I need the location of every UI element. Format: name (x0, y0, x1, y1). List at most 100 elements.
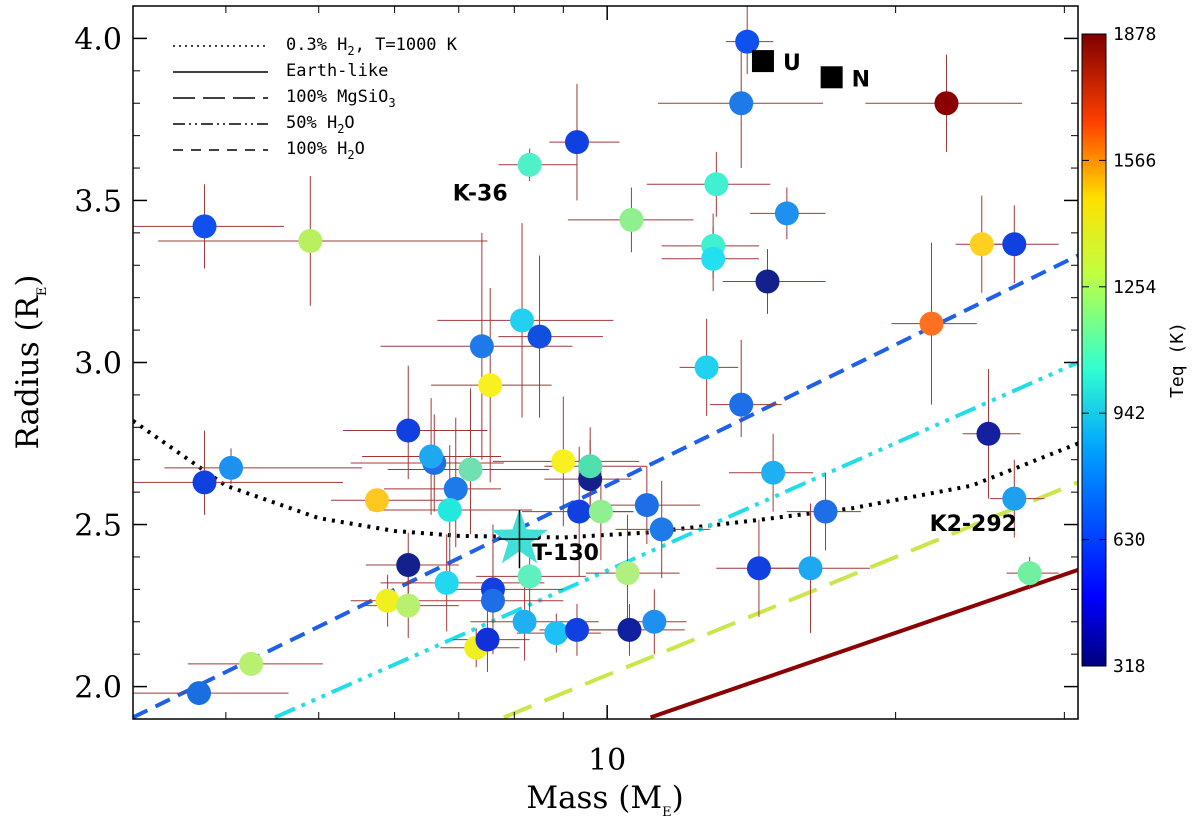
data-point (1017, 561, 1042, 586)
error-bars (133, 6, 1059, 694)
data-point (615, 561, 640, 586)
data-point (704, 172, 729, 197)
model-curve-4 (133, 253, 1078, 719)
model-curve-2 (503, 480, 1078, 719)
planet-label: N (852, 67, 870, 92)
data-point (735, 29, 760, 54)
solar-system-planets: UN (751, 50, 870, 92)
plot-frame (132, 5, 1079, 720)
data-point (396, 418, 421, 443)
data-point (475, 627, 500, 652)
annotation-label: K-36 (453, 181, 508, 206)
data-point (617, 617, 642, 642)
data-point (187, 681, 212, 706)
colorbar-tick-label: 318 (1113, 656, 1146, 677)
data-point (588, 499, 613, 524)
data-point (375, 588, 400, 613)
data-point (1002, 232, 1027, 257)
data-point (192, 214, 217, 239)
data-point (551, 449, 576, 474)
x-tick-label: 10 (588, 743, 626, 778)
data-point (774, 201, 799, 226)
colorbar-tick-label: 942 (1113, 403, 1146, 424)
data-point (642, 609, 667, 634)
data-point (761, 460, 786, 485)
legend-label: 50% H2O (286, 113, 355, 136)
data-point (619, 207, 644, 232)
data-point (512, 609, 537, 634)
data-point (396, 593, 421, 618)
data-point (694, 355, 719, 380)
planet-square-N (820, 66, 843, 89)
data-point (729, 91, 754, 116)
data-point (192, 470, 217, 495)
legend-label: 100% H2O (286, 139, 365, 162)
data-point (564, 617, 589, 642)
data-point (239, 651, 264, 676)
data-point (746, 556, 771, 581)
y-tick-label: 4.0 (74, 22, 122, 57)
data-point (634, 493, 659, 518)
data-point (969, 232, 994, 257)
data-point (364, 488, 389, 513)
data-point (934, 91, 959, 116)
y-tick-label: 2.5 (74, 509, 122, 544)
colorbar-tick-label: 630 (1113, 530, 1146, 551)
y-tick-label: 2.0 (74, 671, 122, 706)
data-point (396, 553, 421, 578)
annotations: K-36 T-130 K2-292 (453, 181, 1017, 566)
data-point (649, 517, 674, 542)
y-tick-label: 3.0 (74, 347, 122, 382)
data-point (434, 570, 459, 595)
toi-star-marker (490, 509, 548, 569)
data-point (544, 621, 569, 646)
data-point (437, 497, 462, 522)
legend: 0.3% H2, T=1000 K Earth-like 100% MgSiO3 50… (173, 35, 458, 162)
data-point (755, 269, 780, 294)
data-point (564, 130, 589, 155)
data-point (578, 454, 603, 479)
annotation-label: T-130 (532, 541, 599, 566)
data-point (527, 324, 552, 349)
data-point (219, 455, 244, 480)
data-point (443, 476, 468, 501)
legend-label: Earth-like (286, 61, 388, 81)
model-curve-3 (274, 360, 1078, 719)
model-curve-1 (649, 568, 1078, 719)
data-point (480, 588, 505, 613)
colorbar-tick-label: 1878 (1113, 24, 1156, 45)
annotation-label: K2-292 (930, 512, 1017, 537)
colorbar-title: Teq (K) (1167, 322, 1188, 398)
data-point (1002, 486, 1027, 511)
colorbar-gradient (1081, 33, 1107, 667)
data-point (701, 246, 726, 271)
data-point (976, 421, 1001, 446)
data-point (729, 392, 754, 417)
data-point (798, 556, 823, 581)
data-point (813, 499, 838, 524)
data-point (458, 457, 483, 482)
composition-model-curves (133, 253, 1078, 719)
colorbar-tick-label: 1566 (1113, 150, 1156, 171)
planet-points (187, 29, 1042, 706)
planet-square-U (751, 50, 774, 73)
y-axis-label: Radius (RE) (10, 274, 50, 449)
data-point (567, 499, 592, 524)
data-point (298, 228, 323, 253)
legend-label: 0.3% H2, T=1000 K (286, 35, 458, 58)
data-point (478, 373, 503, 398)
data-point (919, 311, 944, 336)
colorbar-tick-label: 1254 (1113, 277, 1156, 298)
data-point (469, 334, 494, 359)
x-axis-label: Mass (ME) (526, 780, 683, 820)
data-point (419, 444, 444, 469)
axis-ticks: 2.0 2.5 3.0 3.5 4.0 10 (74, 6, 1078, 778)
colorbar: 318 630 942 1254 1566 1878 (1081, 24, 1156, 677)
data-point (510, 308, 535, 333)
y-tick-label: 3.5 (74, 184, 122, 219)
planet-label: U (783, 51, 801, 76)
data-point (517, 152, 542, 177)
legend-label: 100% MgSiO3 (286, 87, 396, 110)
data-point (517, 564, 542, 589)
